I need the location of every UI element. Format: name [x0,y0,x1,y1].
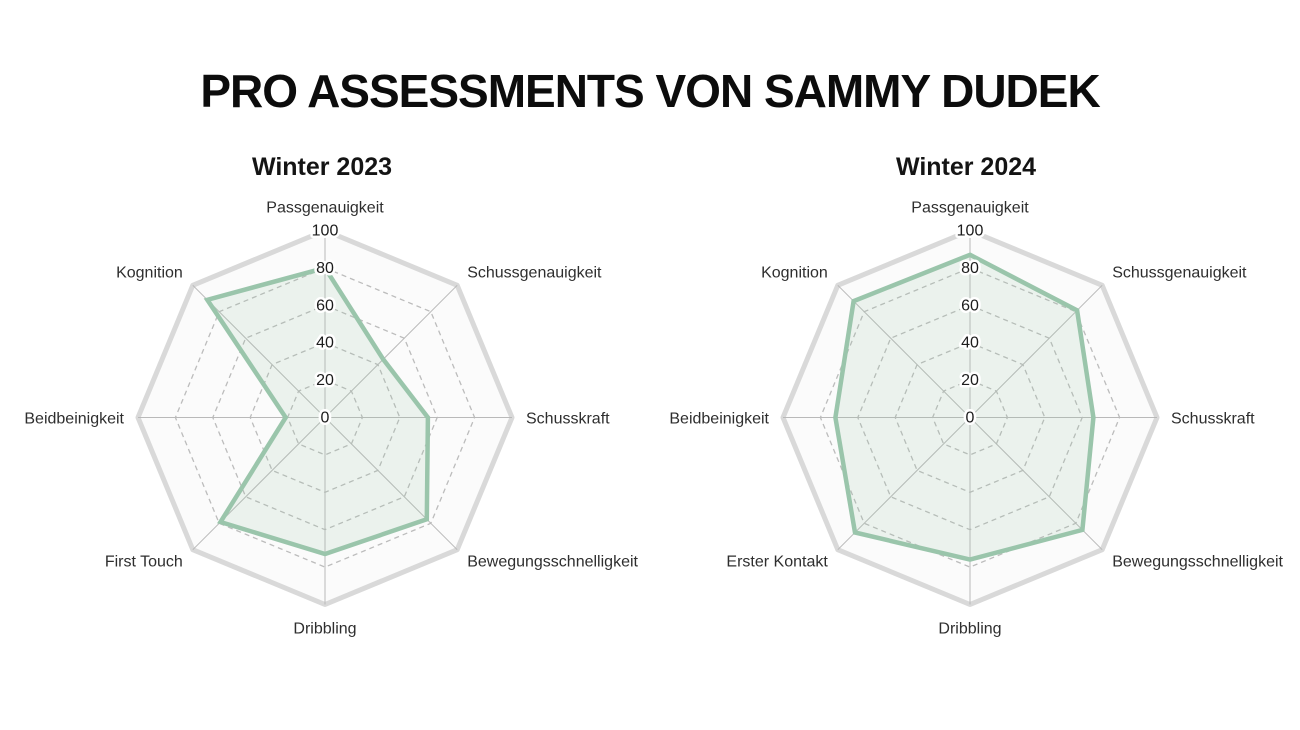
chart-title-winter-2023: Winter 2023 [251,153,393,181]
axis-label-kognition: Kognition [116,264,183,281]
axis-label-bewegungsschnelligkeit: Bewegungsschnelligkeit [1112,554,1283,571]
data-polygon [203,265,431,557]
grid-ring-20 [931,379,1009,456]
axis-spoke [192,417,326,551]
axis-label-first-touch: First Touch [105,554,183,571]
tick-label-80: 80 [316,260,334,277]
axis-spoke [324,417,458,551]
axis-label-schusskraft: Schusskraft [1171,411,1255,428]
axis-spoke [837,284,971,418]
tick-label-20: 20 [961,372,979,389]
axis-label-passgenauigkeit: Passgenauigkeit [266,200,384,217]
axis-label-kognition: Kognition [761,264,828,281]
chart-title-winter-2024: Winter 2024 [895,153,1037,181]
axis-label-dribbling: Dribbling [938,621,1001,638]
page-title: PRO ASSESSMENTS VON SAMMY DUDEK [200,65,1100,117]
tick-label-60: 60 [961,297,979,314]
axis-label-passgenauigkeit: Passgenauigkeit [911,200,1029,217]
axis-label-schussgenauigkeit: Schussgenauigkeit [467,264,602,281]
tick-label-0: 0 [321,410,330,427]
tick-label-20: 20 [316,372,334,389]
axis-label-schusskraft: Schusskraft [526,411,610,428]
radar-chart-winter-2023: 0 20 40 60 80 100 Passgenauigkeit Schussgenauig… [24,200,638,638]
axis-label-bewegungsschnelligkeit: Bewegungsschnelligkeit [467,554,638,571]
axis-label-schussgenauigkeit: Schussgenauigkeit [1112,264,1247,281]
tick-label-60: 60 [316,297,334,314]
data-polygon [833,252,1096,562]
axis-label-beidbeinigkeit: Beidbeinigkeit [24,411,124,428]
axis-spoke [969,284,1103,418]
grid-ring-20 [286,379,364,456]
tick-label-40: 40 [961,335,979,352]
tick-label-80: 80 [961,260,979,277]
axis-spoke [324,284,458,418]
axis-label-erster-kontakt: Erster Kontakt [726,554,828,571]
tick-label-40: 40 [316,335,334,352]
radar-chart-winter-2024: 0 20 40 60 80 100 Passgenauigkeit Schussgenauig… [669,200,1283,638]
axis-label-dribbling: Dribbling [293,621,356,638]
axis-spoke [837,417,971,551]
axis-spoke [969,417,1103,551]
tick-label-100: 100 [312,223,339,240]
axis-label-beidbeinigkeit: Beidbeinigkeit [669,411,769,428]
tick-label-0: 0 [966,410,975,427]
tick-label-100: 100 [957,223,984,240]
